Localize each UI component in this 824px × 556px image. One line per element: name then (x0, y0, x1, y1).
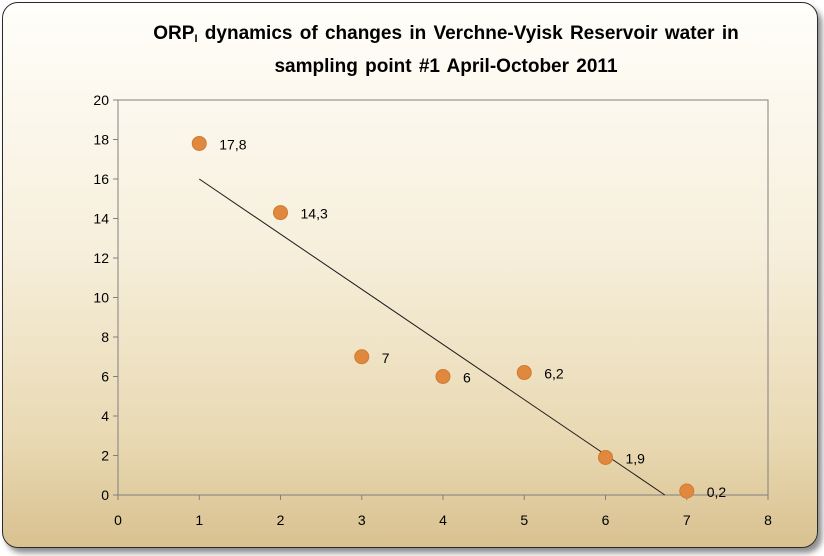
y-tick-label: 0 (101, 487, 109, 503)
plot-area (117, 99, 769, 496)
x-tick-label: 0 (114, 512, 122, 528)
title-text-post: dynamics of changes in Verchne-Vyisk Res… (197, 23, 739, 44)
y-tick-label: 14 (93, 211, 109, 227)
data-label: 0,2 (707, 484, 727, 500)
title-line2: sampling point #1 April-October 2011 (274, 56, 618, 77)
data-label: 17,8 (219, 136, 246, 152)
data-point (679, 483, 695, 499)
chart-frame (2, 2, 818, 548)
x-tick-label: 1 (195, 512, 203, 528)
chart-title: ORPI dynamics of changes in Verchne-Vyis… (96, 20, 796, 80)
y-tick-label: 18 (93, 132, 109, 148)
y-tick-label: 4 (101, 408, 109, 424)
trendline (198, 178, 666, 496)
y-tick-label: 12 (93, 250, 109, 266)
data-point (354, 349, 370, 365)
data-point (598, 449, 613, 465)
y-tick-label: 20 (93, 92, 109, 108)
y-tick-label: 10 (93, 290, 109, 306)
y-tick-label: 2 (101, 448, 109, 464)
data-point (191, 135, 207, 151)
data-label: 6,2 (544, 366, 564, 382)
x-tick-label: 8 (764, 512, 772, 528)
title-text-pre: ORP (153, 23, 195, 44)
data-label: 14,3 (301, 206, 328, 222)
x-tick-label: 7 (683, 512, 691, 528)
x-tick-label: 5 (520, 512, 528, 528)
x-tick-label: 4 (439, 512, 447, 528)
y-tick-label: 16 (93, 171, 109, 187)
data-label: 1,9 (626, 450, 646, 466)
title-subscript: I (194, 33, 198, 45)
data-point (435, 369, 451, 384)
data-label: 6 (463, 370, 471, 386)
data-point (273, 205, 288, 221)
data-point (516, 365, 532, 381)
data-label: 7 (382, 350, 390, 366)
x-tick-label: 2 (277, 512, 285, 528)
x-tick-label: 3 (358, 512, 366, 528)
y-tick-label: 8 (101, 329, 109, 345)
x-tick-label: 6 (602, 512, 610, 528)
y-tick-label: 6 (101, 369, 109, 385)
